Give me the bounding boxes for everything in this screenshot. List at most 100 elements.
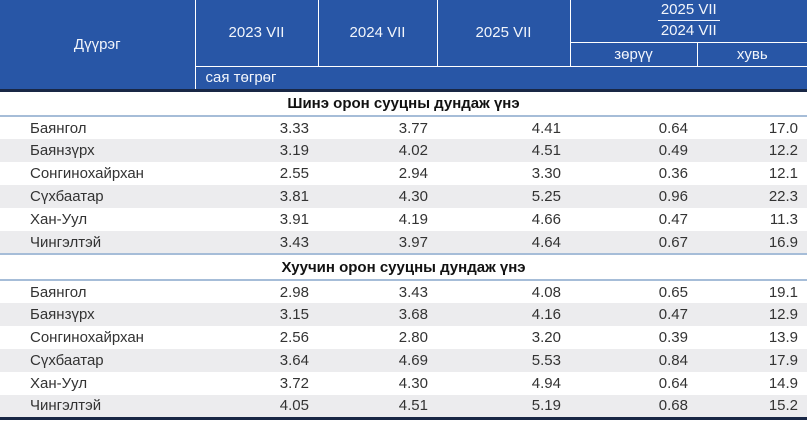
value-cell: 0.49 [658, 142, 688, 159]
value-cell: 11.3 [769, 211, 799, 228]
district-cell: Баянгол [30, 283, 87, 301]
value-cell: 3.43 [398, 283, 428, 301]
section-title-row: Шинэ орон сууцны дундаж үнэ [0, 89, 807, 117]
value-cell: 0.47 [658, 211, 688, 228]
value-cell: 12.1 [768, 165, 799, 182]
value-cell: 0.39 [658, 329, 688, 346]
value-cell: 4.51 [531, 142, 561, 159]
value-cell: 3.81 [279, 188, 309, 205]
value-cell: 0.65 [658, 283, 688, 301]
value-cell: 0.67 [658, 233, 688, 251]
table-row: Хан-Уул 3.91 4.19 4.66 0.47 11.3 [0, 208, 807, 231]
value-cell: 12.9 [768, 306, 799, 323]
value-cell: 3.33 [279, 119, 309, 137]
section-title: Шинэ орон сууцны дундаж үнэ [0, 89, 807, 117]
value-cell: 3.15 [279, 306, 309, 323]
table-row: Чингэлтэй 3.43 3.97 4.64 0.67 16.9 [0, 231, 807, 254]
header-unit-label: сая төгрөг [195, 65, 807, 92]
district-cell: Баянзүрх [30, 142, 95, 159]
value-cell: 2.98 [279, 283, 309, 301]
table-header: Дүүрэг 2023 VII 2024 VII 2025 VII 2025 V… [0, 0, 807, 92]
value-cell: 0.64 [658, 119, 688, 137]
value-cell: 16.9 [768, 233, 799, 251]
district-cell: Хан-Уул [30, 211, 88, 228]
district-cell: Сонгинохайрхан [30, 165, 144, 182]
value-cell: 2.56 [279, 329, 309, 346]
table-row: Баянгол 3.33 3.77 4.41 0.64 17.0 [0, 116, 807, 139]
value-cell: 3.19 [279, 142, 309, 159]
district-cell: Сүхбаатар [30, 188, 104, 205]
value-cell: 0.96 [658, 188, 688, 205]
value-cell: 13.9 [768, 329, 799, 346]
value-cell: 5.53 [531, 352, 561, 369]
table-row: Хан-Уул 3.72 4.30 4.94 0.64 14.9 [0, 372, 807, 395]
value-cell: 17.0 [768, 119, 799, 137]
value-cell: 2.55 [279, 165, 309, 182]
value-cell: 4.19 [398, 211, 428, 228]
value-cell: 4.08 [531, 283, 561, 301]
section-title-row: Хуучин орон сууцны дундаж үнэ [0, 253, 807, 281]
value-cell: 0.36 [658, 165, 688, 182]
value-cell: 4.51 [318, 395, 437, 420]
district-cell: Сүхбаатар [30, 352, 104, 369]
value-cell: 14.9 [768, 375, 799, 392]
district-cell: Хан-Уул [30, 375, 88, 392]
value-cell: 3.43 [279, 233, 309, 251]
header-2023-vii: 2023 VII [195, 0, 319, 66]
district-cell: Баянгол [30, 119, 87, 137]
table-row: Баянзүрх 3.15 3.68 4.16 0.47 12.9 [0, 303, 807, 326]
district-cell: Чингэлтэй [30, 233, 102, 251]
value-cell: 17.9 [768, 352, 799, 369]
value-cell: 3.30 [531, 165, 561, 182]
value-cell: 4.02 [398, 142, 428, 159]
district-cell: Сонгинохайрхан [30, 329, 144, 346]
section-title: Хуучин орон сууцны дундаж үнэ [0, 253, 807, 281]
district-cell: Чингэлтэй [0, 395, 195, 420]
value-cell: 0.47 [658, 306, 688, 323]
value-cell: 0.84 [658, 352, 688, 369]
header-2025-vii: 2025 VII [437, 0, 571, 66]
value-cell: 4.94 [531, 375, 561, 392]
value-cell: 2.80 [398, 329, 428, 346]
table-row: Чингэлтэй 4.05 4.51 5.19 0.68 15.2 [0, 395, 807, 420]
value-cell: 4.69 [398, 352, 428, 369]
value-cell: 4.30 [398, 188, 428, 205]
value-cell: 4.66 [531, 211, 561, 228]
ratio-denominator: 2024 VII [660, 22, 717, 40]
value-cell: 5.19 [437, 395, 570, 420]
table-row: Сүхбаатар 3.81 4.30 5.25 0.96 22.3 [0, 185, 807, 208]
table-row: Баянзүрх 3.19 4.02 4.51 0.49 12.2 [0, 139, 807, 162]
value-cell: 0.68 [570, 395, 697, 420]
header-difference: зөрүү [570, 42, 698, 66]
value-cell: 15.2 [697, 395, 807, 420]
value-cell: 4.30 [398, 375, 428, 392]
value-cell: 0.64 [658, 375, 688, 392]
header-district: Дүүрэг [0, 0, 196, 92]
value-cell: 3.91 [279, 211, 309, 228]
value-cell: 4.41 [531, 119, 561, 137]
value-cell: 22.3 [768, 188, 799, 205]
header-2024-vii: 2024 VII [318, 0, 438, 66]
value-cell: 3.68 [398, 306, 428, 323]
table-body: Шинэ орон сууцны дундаж үнэ Баянгол 3.33 3.… [0, 89, 807, 420]
value-cell: 19.1 [768, 283, 799, 301]
header-percent: хувь [697, 42, 807, 66]
value-cell: 3.64 [279, 352, 309, 369]
value-cell: 12.2 [768, 142, 799, 159]
table-row: Баянгол 2.98 3.43 4.08 0.65 19.1 [0, 280, 807, 303]
value-cell: 3.20 [531, 329, 561, 346]
value-cell: 4.64 [531, 233, 561, 251]
table-row: Сонгинохайрхан 2.56 2.80 3.20 0.39 13.9 [0, 326, 807, 349]
district-cell: Баянзүрх [30, 306, 95, 323]
value-cell: 5.25 [531, 188, 561, 205]
table-row: Сүхбаатар 3.64 4.69 5.53 0.84 17.9 [0, 349, 807, 372]
value-cell: 3.77 [398, 119, 428, 137]
value-cell: 3.97 [398, 233, 428, 251]
table-row: Сонгинохайрхан 2.55 2.94 3.30 0.36 12.1 [0, 162, 807, 185]
value-cell: 4.05 [195, 395, 318, 420]
value-cell: 4.16 [531, 306, 561, 323]
ratio-numerator: 2025 VII [657, 1, 720, 22]
value-cell: 2.94 [398, 165, 428, 182]
header-ratio-2025-over-2024: 2025 VII 2024 VII [570, 0, 807, 43]
